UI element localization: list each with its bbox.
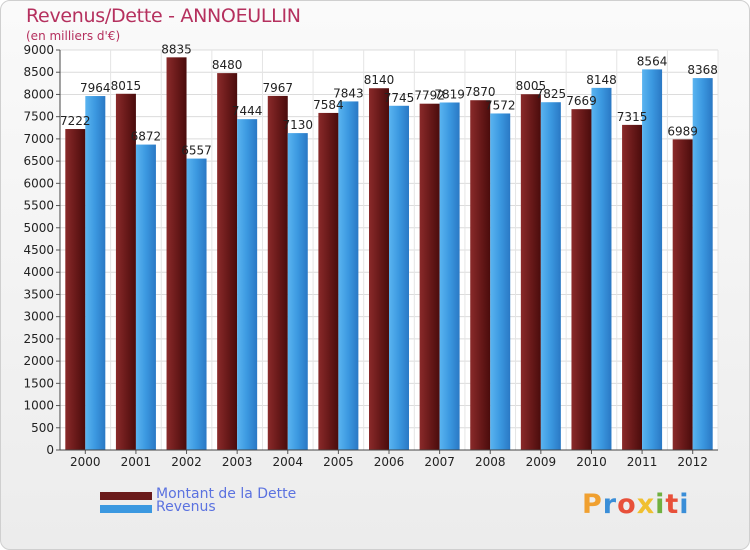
- bar-dette-2010: [571, 109, 592, 451]
- value-label-revenus-2005: 7843: [333, 86, 364, 100]
- y-tick-label: 2000: [23, 354, 54, 368]
- value-label-dette-2004: 7967: [262, 81, 293, 95]
- bar-dette-2004: [267, 95, 288, 451]
- logo-letter: x: [636, 489, 656, 520]
- bar-dette-2003: [217, 73, 238, 450]
- value-label-revenus-2009: 7825: [536, 87, 567, 101]
- y-tick-label: 2500: [23, 332, 54, 346]
- x-tick-label: 2005: [323, 455, 354, 469]
- value-label-revenus-2003: 7444: [232, 104, 263, 118]
- bar-dette-2012: [672, 139, 693, 450]
- y-tick-label: 8000: [23, 87, 54, 101]
- logo-letter: P: [582, 489, 603, 520]
- legend-swatch-revenus: [100, 505, 152, 513]
- bar-dette-2005: [318, 112, 339, 450]
- x-tick-label: 2000: [70, 455, 101, 469]
- x-tick-label: 2012: [677, 455, 708, 469]
- bar-revenus-2004: [287, 133, 308, 450]
- logo-letter: o: [617, 489, 637, 520]
- y-tick-label: 5500: [23, 199, 54, 213]
- bar-revenus-2003: [237, 119, 258, 451]
- value-label-dette-2000: 7222: [60, 114, 91, 128]
- bar-dette-2008: [470, 100, 491, 450]
- value-label-dette-2006: 8140: [364, 73, 395, 87]
- value-label-dette-2010: 7669: [566, 94, 597, 108]
- y-tick-label: 1500: [23, 376, 54, 390]
- bar-revenus-2000: [85, 96, 106, 451]
- value-label-dette-2003: 8480: [212, 58, 243, 72]
- chart-title: Revenus/Dette - ANNOEULLIN: [26, 5, 301, 27]
- chart-subtitle: (en milliers d'€): [26, 29, 121, 43]
- y-tick-label: 7500: [23, 110, 54, 124]
- value-label-revenus-2011: 8564: [637, 54, 668, 68]
- y-tick-label: 3000: [23, 310, 54, 324]
- bar-revenus-2012: [692, 78, 713, 450]
- legend-label-revenus: Revenus: [156, 499, 216, 515]
- bar-dette-2006: [369, 88, 389, 450]
- bar-dette-2011: [622, 124, 643, 450]
- logo-letter: i: [655, 489, 666, 520]
- y-tick-label: 6500: [23, 154, 54, 168]
- value-label-dette-2007: 7792: [414, 89, 445, 103]
- y-tick-label: 9000: [23, 43, 54, 57]
- x-tick-label: 2008: [475, 455, 506, 469]
- legend-label-dette: Montant de la Dette: [156, 486, 297, 502]
- y-tick-label: 7000: [23, 132, 54, 146]
- bar-revenus-2008: [490, 113, 511, 450]
- y-tick-label: 3500: [23, 287, 54, 301]
- bar-revenus-2011: [642, 69, 663, 450]
- y-tick-label: 1000: [23, 399, 54, 413]
- bar-revenus-2009: [540, 102, 561, 450]
- y-tick-label: 4500: [23, 243, 54, 257]
- legend-swatch-dette: [100, 492, 152, 500]
- y-tick-label: 6000: [23, 176, 54, 190]
- value-label-revenus-2007: 7819: [434, 87, 465, 101]
- y-tick-label: 500: [31, 421, 54, 435]
- logo-letter: i: [679, 489, 690, 520]
- bar-dette-2009: [520, 94, 541, 450]
- bar-revenus-2001: [135, 144, 156, 451]
- x-tick-label: 2009: [526, 455, 557, 469]
- value-label-dette-2008: 7870: [465, 85, 496, 99]
- bar-revenus-2005: [338, 101, 359, 450]
- x-tick-label: 2002: [171, 455, 202, 469]
- bar-revenus-2002: [186, 158, 207, 451]
- bar-dette-2002: [166, 57, 187, 450]
- y-tick-label: 4000: [23, 265, 54, 279]
- bar-revenus-2010: [591, 87, 612, 450]
- y-tick-label: 8500: [23, 65, 54, 79]
- bar-revenus-2006: [389, 105, 409, 451]
- y-tick-label: 5000: [23, 221, 54, 235]
- bar-dette-2007: [419, 103, 440, 450]
- bar-dette-2000: [65, 129, 86, 450]
- x-tick-label: 2003: [222, 455, 253, 469]
- value-label-revenus-2000: 7964: [80, 81, 111, 95]
- value-label-revenus-2006: 7745: [384, 91, 415, 105]
- value-label-dette-2001: 8015: [111, 79, 142, 93]
- y-tick-label: 0: [46, 443, 54, 457]
- value-label-revenus-2008: 7572: [485, 98, 516, 112]
- x-tick-label: 2010: [576, 455, 607, 469]
- x-tick-label: 2001: [121, 455, 152, 469]
- bar-dette-2001: [115, 93, 136, 451]
- value-label-dette-2005: 7584: [313, 98, 344, 112]
- logo-letter: t: [665, 489, 680, 520]
- proxiti-logo: Proxiti: [582, 489, 690, 520]
- value-label-revenus-2001: 6872: [131, 130, 162, 144]
- value-label-revenus-2012: 8368: [687, 63, 718, 77]
- value-label-dette-2011: 7315: [617, 110, 648, 124]
- value-label-revenus-2004: 7130: [282, 118, 313, 132]
- value-label-dette-2002: 8835: [161, 42, 192, 56]
- x-tick-label: 2011: [627, 455, 658, 469]
- value-label-dette-2009: 8005: [516, 79, 547, 93]
- value-label-revenus-2002: 6557: [181, 144, 212, 158]
- x-tick-label: 2004: [272, 455, 303, 469]
- value-label-dette-2012: 6989: [667, 124, 698, 138]
- logo-letter: r: [602, 489, 618, 520]
- bar-revenus-2007: [439, 102, 460, 450]
- value-label-revenus-2010: 8148: [586, 73, 617, 87]
- x-tick-label: 2006: [374, 455, 405, 469]
- x-tick-label: 2007: [424, 455, 455, 469]
